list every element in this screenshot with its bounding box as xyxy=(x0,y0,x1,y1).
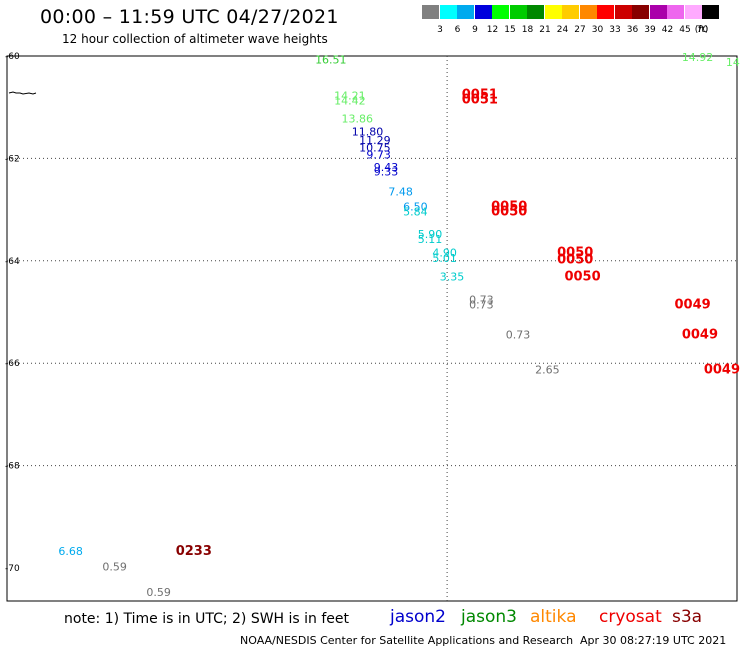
wave-height-value: 5.84 xyxy=(403,206,428,219)
wave-height-value: 6.68 xyxy=(58,545,83,558)
legend-swatch xyxy=(702,5,719,19)
legend-swatch xyxy=(439,5,457,19)
pass-time-tag: 0051 xyxy=(462,93,498,108)
wave-height-value: 5.01 xyxy=(432,252,457,265)
legend-swatch xyxy=(457,5,474,19)
legend-swatch xyxy=(509,5,527,19)
legend-label: 15 xyxy=(504,25,516,35)
pass-time-tag: 0051 xyxy=(462,87,498,102)
pass-time-tag: 0049 xyxy=(682,328,718,343)
legend-label: 9 xyxy=(472,25,478,35)
wave-height-value: 4.90 xyxy=(432,247,457,260)
legend-swatch xyxy=(614,5,632,19)
wave-height-value: 9.33 xyxy=(374,165,399,178)
wave-height-value: 16.51 xyxy=(315,54,347,67)
wave-height-value: 10.75 xyxy=(359,142,391,155)
wave-height-value: 11.29 xyxy=(359,134,391,147)
lat-label: -64 xyxy=(5,257,20,267)
credit-line: NOAA/NESDIS Center for Satellite Applica… xyxy=(240,634,574,647)
footer-note: note: 1) Time is in UTC; 2) SWH is in fe… xyxy=(64,611,350,627)
lat-label: -70 xyxy=(5,564,20,574)
wave-height-value: 0.73 xyxy=(506,329,531,342)
legend-label: 30 xyxy=(591,25,604,35)
pass-time-tag: 0050 xyxy=(557,246,593,261)
legend-label: 3 xyxy=(437,25,443,35)
legend-label: 12 xyxy=(486,25,499,35)
legend-swatch xyxy=(562,5,579,19)
wave-height-value: 11.80 xyxy=(352,125,384,138)
lat-label: -68 xyxy=(5,462,20,472)
legend-swatch xyxy=(474,5,492,19)
legend-swatch xyxy=(527,5,544,19)
wave-height-map: -45-42-39-36-33-30-60-62-64-66-68-7016.5… xyxy=(5,51,740,602)
legend-swatch xyxy=(684,5,702,19)
wave-height-value: 5.90 xyxy=(418,228,443,241)
pass-time-tag: 0049 xyxy=(704,362,740,377)
map-frame xyxy=(6,55,738,602)
wave-height-value: 9.73 xyxy=(366,148,391,161)
satellite-name: altika xyxy=(530,607,577,627)
pass-time-tag: 0049 xyxy=(674,297,710,312)
wave-height-value: 0.73 xyxy=(469,298,494,311)
legend-swatch xyxy=(632,5,649,19)
wave-height-value: 2.65 xyxy=(535,363,560,376)
wave-height-value: 9.43 xyxy=(374,161,399,174)
chart-subtitle: 12 hour collection of altimeter wave hei… xyxy=(62,32,328,46)
pass-time-tag: 0233 xyxy=(176,544,212,559)
wave-height-value: 3.35 xyxy=(440,270,465,283)
legend-label: 21 xyxy=(539,25,551,35)
lat-label: -60 xyxy=(5,52,20,62)
legend-swatch xyxy=(422,5,439,19)
legend-swatch xyxy=(667,5,684,19)
chart-title: 00:00 – 11:59 UTC 04/27/2021 xyxy=(40,6,339,28)
legend-label: 18 xyxy=(521,25,534,35)
legend-label: 27 xyxy=(574,25,586,35)
wave-height-value: 14.98 xyxy=(726,56,740,69)
wave-height-value: 0.59 xyxy=(146,586,171,599)
wave-height-value: 6.50 xyxy=(403,201,428,214)
pass-time-tag: 0050 xyxy=(491,200,527,215)
lat-label: -66 xyxy=(5,359,20,369)
generated-timestamp: Apr 30 08:27:19 UTC 2021 xyxy=(580,634,727,647)
wave-height-value: 14.21 xyxy=(334,90,366,103)
legend-unit: (ft) xyxy=(694,25,709,35)
pass-time-tag: 0050 xyxy=(557,252,593,267)
legend-label: 36 xyxy=(626,25,639,35)
legend-swatch xyxy=(579,5,597,19)
legend-label: 42 xyxy=(661,25,674,35)
wave-height-value: 14.92 xyxy=(682,51,714,64)
legend-label: 33 xyxy=(609,25,621,35)
legend-label: 24 xyxy=(556,25,569,35)
pass-time-tag: 0050 xyxy=(491,205,527,220)
legend-label: 6 xyxy=(454,25,461,35)
wave-height-value: 7.48 xyxy=(388,185,413,198)
legend-label: 45 xyxy=(679,25,691,35)
legend-label: 70 xyxy=(696,25,709,35)
wave-height-value: 13.86 xyxy=(341,113,373,126)
wave-height-value: 0.73 xyxy=(469,293,494,306)
legend-swatch xyxy=(597,5,614,19)
wave-height-value: 14.42 xyxy=(334,95,366,108)
coastline-fragment xyxy=(8,91,37,95)
satellite-name: jason2 xyxy=(390,607,446,627)
wave-height-value: 5.11 xyxy=(418,233,443,246)
legend-swatch xyxy=(544,5,562,19)
legend-swatch xyxy=(649,5,667,19)
pass-time-tag: 0050 xyxy=(564,269,600,284)
legend-swatch xyxy=(492,5,509,19)
legend-label: 39 xyxy=(644,25,656,35)
satellite-name: jason3 xyxy=(461,607,517,627)
satellite-name: s3a xyxy=(672,607,703,627)
lat-label: -62 xyxy=(5,154,20,164)
satellite-name: cryosat xyxy=(599,607,662,627)
wave-height-value: 0.59 xyxy=(102,561,127,574)
